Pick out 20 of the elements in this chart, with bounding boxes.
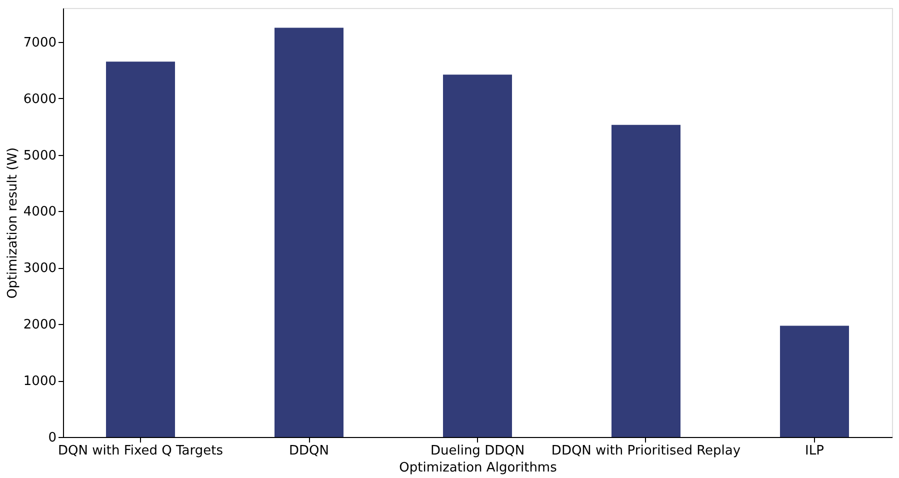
y-tick-label: 4000	[23, 204, 56, 220]
x-tick-label: Dueling DDQN	[430, 444, 525, 458]
y-tick-label: 1000	[23, 374, 56, 390]
y-tick-label: 7000	[23, 35, 56, 50]
bar	[443, 74, 512, 437]
y-tick-label: 3000	[23, 261, 56, 276]
x-tick-label: ILP	[805, 444, 824, 458]
x-tick-label: DDQN with Prioritised Replay	[551, 444, 741, 458]
bar	[780, 326, 849, 437]
x-tick-label: DQN with Fixed Q Targets	[58, 444, 224, 458]
x-tick-label: DDQN	[289, 444, 329, 458]
y-axis-title: Optimization result (W)	[5, 147, 20, 299]
bar	[611, 124, 680, 437]
y-tick-label: 6000	[23, 92, 56, 107]
y-tick-label: 5000	[23, 148, 56, 164]
y-tick-label: 0	[48, 430, 56, 446]
bar	[106, 62, 176, 437]
y-tick-label: 2000	[23, 318, 56, 333]
x-axis-title: Optimization Algorithms	[399, 460, 558, 476]
bar	[274, 28, 344, 437]
